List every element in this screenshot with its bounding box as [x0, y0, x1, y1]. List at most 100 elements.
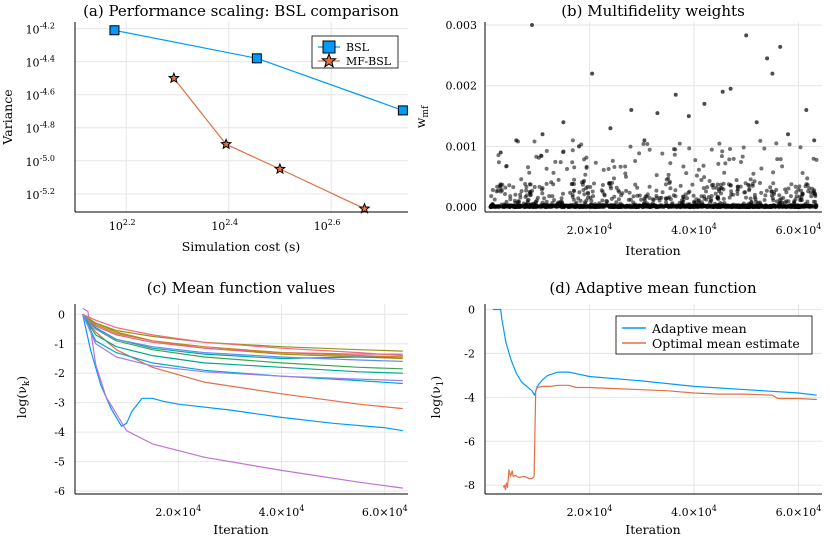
panel-b-point	[729, 189, 734, 194]
panel-b-point	[722, 170, 727, 175]
panel-b-point	[805, 176, 810, 181]
panel-b-point	[561, 203, 566, 208]
panel-b-point	[576, 196, 581, 201]
panel-c-x-tick-label-2-exp: 4	[403, 504, 408, 513]
panel-b-point	[719, 154, 724, 159]
panel-b-point	[686, 190, 691, 195]
panel-b-point	[768, 203, 773, 208]
panel-b-point	[716, 161, 721, 166]
panel-a-y-tick-label-5: 10-5.2	[26, 187, 55, 202]
panel-b-point	[581, 180, 586, 184]
panel-b-outlier-point-13	[686, 114, 691, 119]
panel-b-point	[660, 151, 665, 156]
panel-b-point	[641, 142, 646, 146]
panel-b-point	[504, 199, 509, 204]
panel-b-point	[637, 193, 642, 198]
panel-b-point	[774, 199, 779, 204]
panel-b-point	[735, 192, 740, 196]
panel-b-point	[751, 171, 756, 176]
panel-b-point	[602, 193, 607, 198]
panel-b-outlier-point-12	[655, 111, 660, 116]
panel-a-y-tick-label-1-exp: -4.4	[40, 55, 55, 64]
panel-d-x-tick-label-1-base: 4.0×10	[671, 506, 712, 519]
panel-b-point	[559, 196, 564, 201]
panel-b-point	[759, 190, 764, 195]
panel-b-point	[715, 195, 720, 200]
panel-b-point	[749, 200, 754, 205]
panel-a-x-tick-label-0-base: 10	[109, 220, 123, 233]
panel-b-points	[488, 23, 819, 210]
panel-b-point	[626, 197, 631, 202]
panel-b-point	[718, 204, 723, 209]
panel-b-point	[699, 200, 704, 205]
panel-b-outlier-point-11	[629, 108, 634, 112]
panel-c-x-tick-label-0-exp: 4	[196, 504, 201, 513]
panel-b-outlier-point-22	[498, 150, 503, 155]
panel-b-outlier-point-9	[673, 92, 678, 97]
panel-a-y-tick-label-0-exp: -4.2	[40, 22, 55, 31]
panel-a-mfbsl-marker-3	[358, 202, 371, 214]
panel-b-point	[697, 198, 702, 203]
panel-b-point	[805, 182, 810, 187]
panel-b-point	[523, 195, 528, 199]
panel-b-point	[793, 197, 798, 202]
panel-b-point	[771, 170, 776, 175]
panel-b-point	[619, 193, 624, 198]
panel-b-outlier-point-19	[642, 138, 647, 143]
panel-b-outlier-point-1	[744, 33, 749, 38]
panel-b-point	[608, 184, 613, 189]
panel-b-point	[794, 204, 798, 209]
panel-b-point	[631, 203, 636, 208]
panel-b-point	[764, 188, 769, 193]
panel-d-y-axis-label-close: )	[428, 376, 443, 381]
panel-b-point	[738, 184, 743, 189]
panel-b-point	[503, 185, 508, 190]
panel-c-x-tick-label-2: 6.0×104	[362, 504, 408, 519]
panel-b-point	[717, 141, 722, 146]
panel-b-title: (b) Multifidelity weights	[561, 2, 745, 20]
panel-a-y-tick-label-3-base: 10	[26, 123, 40, 136]
panel-b-point	[780, 204, 785, 209]
panel-b-point	[511, 205, 516, 209]
panel-b-point	[663, 182, 668, 187]
panel-b-point	[611, 204, 615, 209]
panel-b-point	[628, 203, 633, 208]
panel-b-point	[647, 184, 652, 189]
panel-b-point	[813, 203, 818, 208]
panel-b-point	[492, 197, 497, 202]
panel-b-point	[768, 185, 773, 190]
panel-b-point	[728, 147, 732, 151]
panel-b-point	[681, 197, 686, 202]
panel-b-point	[570, 192, 575, 197]
panel-a-x-tick-label-0-exp: 2.2	[123, 218, 136, 227]
panel-b-outlier-point-16	[608, 126, 613, 131]
panel-b-point	[516, 199, 521, 204]
panel-d-x-tick-label-1: 4.0×104	[671, 504, 717, 519]
panel-b-point	[787, 142, 792, 147]
panel-c-series-line-12	[82, 313, 403, 362]
panel-b-point	[573, 202, 578, 207]
panel-a-y-axis-label: Variance	[0, 89, 15, 145]
panel-b-point	[783, 204, 788, 209]
panel-b-point	[614, 200, 619, 205]
panel-b-point	[581, 188, 586, 192]
panel-b-point	[743, 190, 748, 195]
panel-b-point	[749, 204, 754, 209]
panel-b-point	[489, 194, 494, 199]
panel-b-point	[678, 183, 683, 188]
panel-d-x-tick-label-0-exp: 4	[607, 504, 612, 513]
panel-b-point	[585, 195, 590, 200]
panel-c-series-line-6	[82, 313, 403, 355]
panel-d-y-tick-label-0: 0	[468, 303, 475, 316]
panel-c-y-tick-label-6: -6	[54, 485, 65, 498]
panel-b-point	[691, 203, 696, 208]
panel-c-series-line-9	[82, 313, 403, 352]
panel-b-point	[496, 153, 501, 158]
panel-b-point	[762, 198, 767, 202]
panel-b-point	[672, 152, 677, 157]
panel-c-x-tick-label-1-exp: 4	[299, 504, 304, 513]
panel-b-point	[631, 194, 636, 199]
panel-b-point	[788, 203, 793, 208]
panel-b-point	[530, 188, 535, 193]
panel-b-point	[490, 202, 495, 207]
